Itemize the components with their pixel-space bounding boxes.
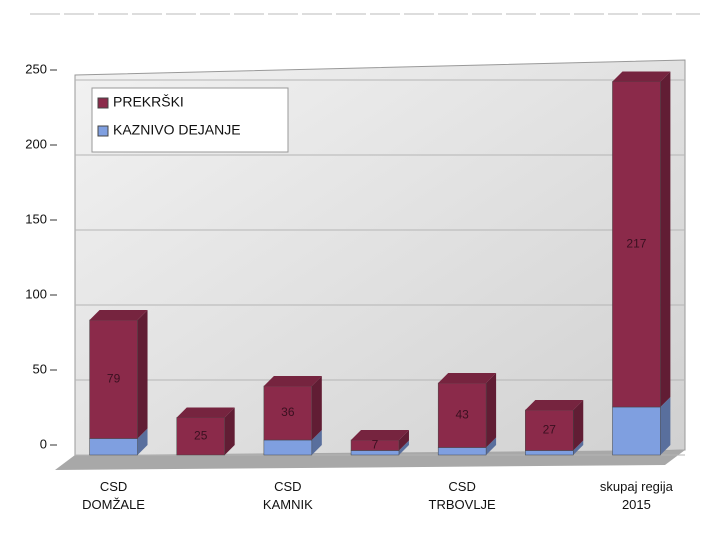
bar-side (660, 71, 671, 407)
legend-label: KAZNIVO DEJANJE (113, 122, 241, 138)
data-label: 27 (543, 422, 557, 436)
data-label: 36 (281, 405, 295, 419)
bar-side (311, 430, 322, 455)
data-label: 217 (626, 236, 646, 250)
bar-side (224, 407, 235, 455)
bar-side (573, 400, 584, 451)
bar (437, 382, 487, 448)
x-tick-label: CSD TRBOVLJE (428, 479, 496, 512)
legend-box (91, 87, 289, 153)
bar-top (89, 310, 148, 320)
bar-side (660, 397, 671, 455)
bar-top (612, 71, 671, 82)
data-label: 43 (455, 407, 469, 421)
legend-label: PREKRŠKI (113, 94, 184, 110)
legend-swatch (97, 125, 109, 137)
y-tick-label: 100 (25, 286, 47, 301)
data-label: 25 (194, 428, 208, 442)
bar-top (351, 430, 409, 440)
data-label: 7 (372, 437, 379, 451)
bar-top (176, 407, 235, 418)
bar (89, 438, 138, 456)
bar (612, 406, 661, 456)
legend-swatch (97, 97, 109, 109)
bar-side (311, 376, 322, 440)
y-tick-label: 50 (33, 361, 47, 376)
bar-side (486, 437, 497, 455)
bar-side (398, 440, 409, 455)
bar (263, 385, 313, 441)
bar (89, 319, 138, 439)
bar-top (263, 376, 322, 386)
x-tick-label: skupaj regija 2015 (599, 479, 673, 512)
y-tick-label: 250 (25, 61, 47, 76)
bar-top (525, 400, 584, 410)
bar-side (573, 440, 584, 455)
bar-side (486, 373, 497, 448)
bar (612, 81, 661, 408)
y-tick-label: 0 (40, 436, 47, 451)
bar (176, 417, 225, 456)
bar-side (137, 310, 148, 439)
x-tick-label: CSD DOMŽALE (82, 479, 145, 512)
bar (525, 450, 574, 456)
bar (263, 439, 313, 456)
bar (437, 447, 487, 456)
bar-side (137, 428, 148, 455)
bar-top (438, 373, 497, 383)
data-label: 79 (107, 371, 121, 385)
y-tick-label: 150 (25, 211, 47, 226)
y-tick-label: 200 (25, 136, 47, 151)
bar-side (398, 430, 409, 451)
x-tick-label: CSD KAMNIK (262, 479, 313, 512)
bar (525, 409, 574, 451)
